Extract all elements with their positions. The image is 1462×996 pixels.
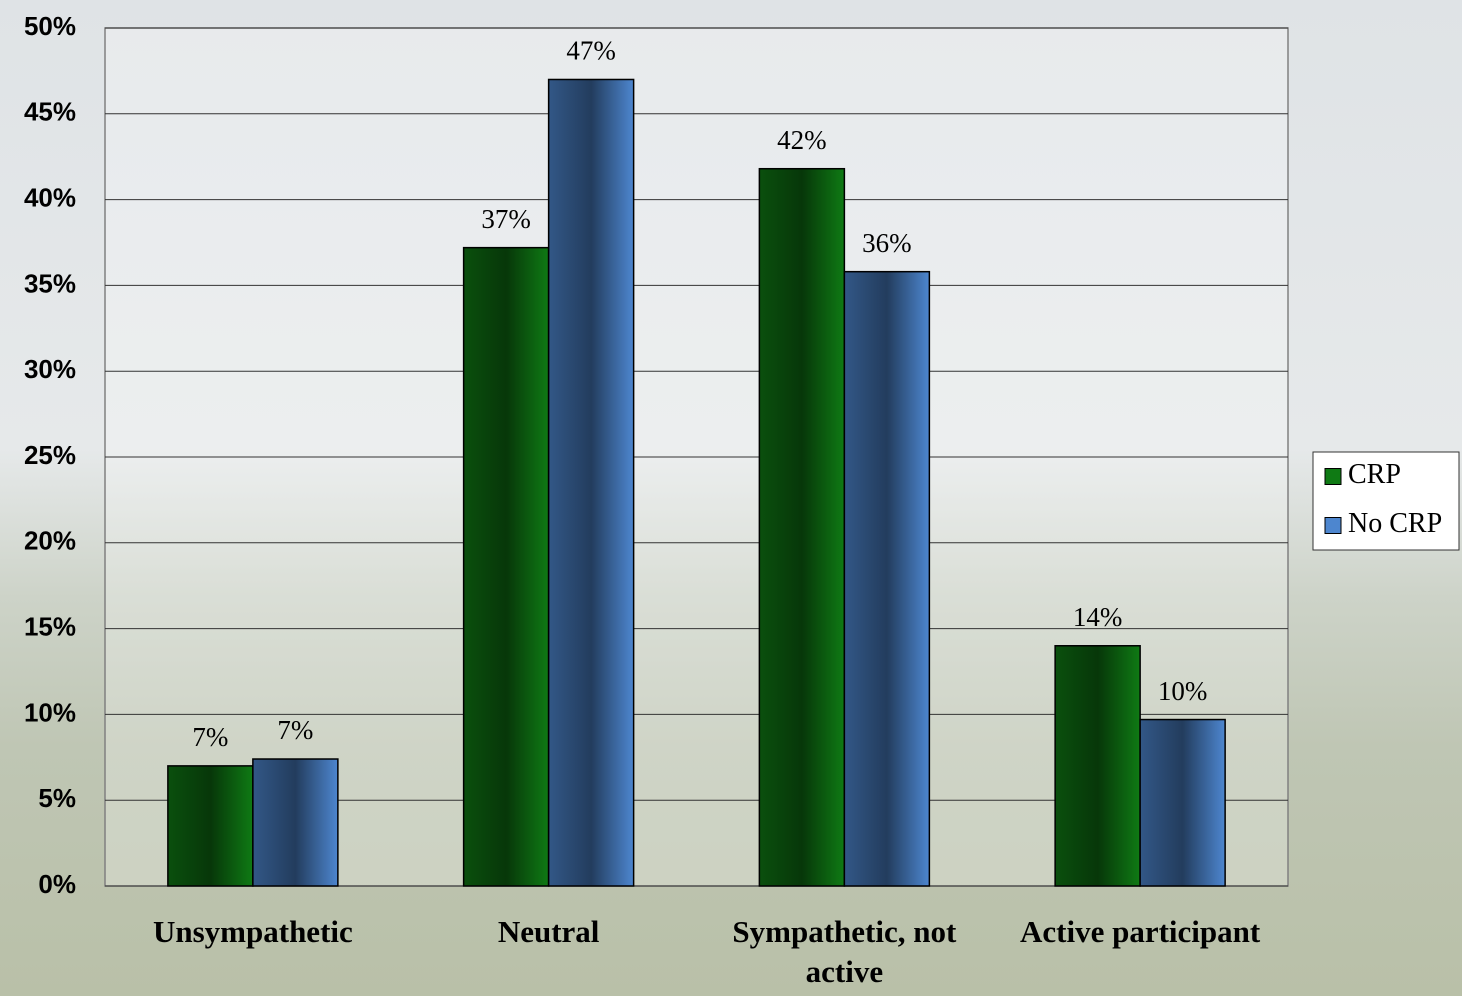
y-tick-label: 40% [24,182,76,212]
legend-swatch [1324,517,1342,534]
bar-shade [1139,718,1226,887]
x-tick-label: Active participant [1020,914,1261,949]
y-tick-label: 0% [38,869,76,899]
bar-shade [1054,645,1141,887]
bar-shade [167,765,254,887]
value-label: 42% [777,125,827,155]
bar-shade [252,758,339,887]
x-tick-label: Unsympathetic [152,914,353,949]
y-tick-label: 20% [24,526,76,556]
x-tick-label: Sympathetic, not active [732,914,957,989]
value-label: 47% [566,36,616,66]
x-tick-label: Neutral [497,914,600,949]
value-label: 37% [481,204,531,234]
bar-shade [758,167,846,887]
value-label: 7% [192,722,228,752]
bar-shade [462,246,550,887]
value-label: 14% [1073,602,1123,632]
y-tick-label: 45% [24,97,76,127]
y-tick-label: 35% [24,268,76,298]
value-label: 36% [862,228,912,258]
legend-label: CRP [1348,459,1401,490]
value-label: 7% [277,715,313,745]
bar-shade [843,270,931,887]
y-tick-label: 25% [24,440,76,470]
legend-label: No CRP [1348,508,1442,539]
value-label: 10% [1158,676,1208,706]
y-tick-label: 5% [38,783,76,813]
y-tick-label: 15% [24,611,76,641]
y-tick-label: 50% [24,11,76,41]
legend-swatch [1324,468,1342,485]
y-tick-label: 30% [24,354,76,384]
bar-shade [547,78,635,887]
y-tick-label: 10% [24,697,76,727]
